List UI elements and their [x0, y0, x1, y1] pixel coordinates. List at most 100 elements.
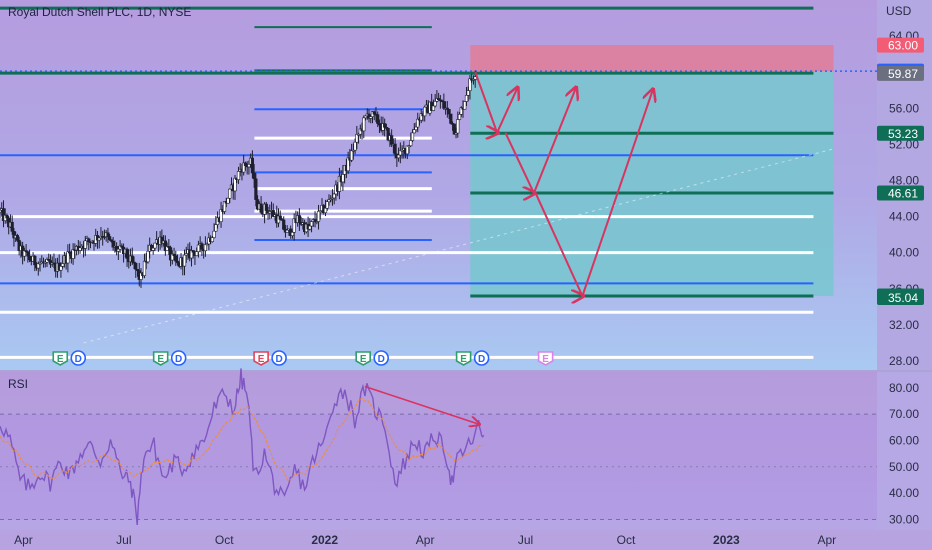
candle-body	[355, 134, 359, 143]
candle-body	[464, 95, 469, 102]
candle-body	[22, 250, 26, 257]
earnings-icon	[152, 351, 169, 366]
earnings-icon	[537, 351, 554, 366]
time-tick-label: Apr	[817, 533, 836, 547]
candle-body	[78, 247, 82, 251]
candle-body	[71, 249, 75, 259]
price-tag: 63.00	[877, 37, 924, 53]
event-label: E	[360, 354, 367, 365]
time-tick-label: 2023	[713, 533, 740, 547]
candle-body	[449, 113, 453, 124]
candle-body	[33, 255, 37, 266]
rsi-tick-label: 80.00	[889, 381, 919, 395]
candle-body	[196, 244, 201, 252]
candle-body	[447, 109, 451, 115]
candle-body	[66, 251, 70, 264]
candle-body	[153, 242, 157, 249]
candle-body	[316, 210, 321, 222]
time-tick-label: Apr	[14, 533, 33, 547]
candle-body	[412, 129, 416, 134]
event-label: D	[378, 354, 385, 365]
rsi-line	[0, 368, 485, 525]
candle-body	[27, 255, 32, 261]
candle-body	[292, 218, 296, 233]
candle-body	[323, 207, 328, 214]
candle-body	[87, 238, 91, 243]
divergence-arrow	[364, 385, 479, 424]
candle-body	[142, 260, 147, 276]
candle	[203, 236, 207, 257]
price-tag-box	[877, 185, 924, 201]
candle-body	[445, 107, 449, 110]
candle-body	[431, 105, 436, 111]
candle-body	[247, 163, 251, 168]
candle	[219, 201, 223, 228]
projection-arrow	[474, 71, 517, 133]
rsi-tick-label: 40.00	[889, 486, 919, 500]
event-marker: D	[70, 350, 87, 366]
candle-body	[236, 171, 241, 180]
candle-body	[372, 111, 376, 115]
event-marker: D	[473, 350, 490, 366]
candle-body	[116, 248, 120, 252]
event-label: D	[75, 354, 82, 365]
event-label: E	[460, 354, 467, 365]
earnings-icon	[52, 351, 69, 366]
price-tag-label: 35.04	[888, 291, 918, 305]
candle	[233, 174, 237, 200]
earnings-icon	[355, 351, 371, 366]
candle-body	[410, 132, 415, 141]
currency-label: USD	[886, 4, 912, 18]
candle-body	[405, 145, 409, 155]
candle	[210, 235, 214, 243]
candle-body	[5, 214, 9, 219]
candle-body	[285, 229, 289, 233]
time-tick-label: Apr	[416, 533, 435, 547]
candle	[66, 244, 70, 273]
event-marker: E	[537, 351, 554, 366]
candle-body	[15, 235, 20, 241]
candle	[431, 99, 436, 112]
candle	[200, 241, 204, 256]
candle	[463, 100, 467, 110]
candle	[212, 223, 216, 239]
candle-body	[309, 221, 314, 227]
candle	[38, 258, 42, 272]
price-tag: 53.23	[877, 125, 924, 141]
rsi-tick-label: 50.00	[889, 460, 919, 474]
candle-body	[130, 255, 134, 263]
candle-body	[332, 193, 336, 199]
dividend-icon	[70, 350, 87, 366]
candle-body	[106, 232, 110, 237]
candle-body	[353, 141, 357, 151]
dividend-icon	[271, 350, 287, 366]
rsi-signal-line	[0, 397, 484, 482]
target-zone	[470, 71, 834, 296]
candle-body	[350, 150, 354, 161]
candle-body	[243, 162, 248, 166]
candle-body	[108, 236, 112, 240]
earnings-icon	[253, 351, 269, 366]
event-label: D	[478, 354, 485, 365]
candle-body	[457, 113, 462, 120]
time-tick-label: 2022	[311, 533, 338, 547]
time-tick-label: Oct	[215, 533, 234, 547]
price-tick-label: 44.00	[889, 210, 919, 224]
candle-body	[468, 78, 472, 91]
candle	[278, 210, 282, 220]
candle	[468, 74, 472, 100]
price-tick-label: 56.00	[889, 101, 919, 115]
candle-body	[393, 143, 397, 155]
candle-body	[254, 178, 258, 200]
rsi-tick-label: 60.00	[889, 433, 919, 447]
candle	[447, 109, 451, 120]
event-marker: E	[52, 351, 69, 366]
candle-body	[264, 203, 268, 211]
candle-body	[97, 237, 101, 241]
candle	[456, 111, 460, 138]
candle-body	[414, 126, 418, 131]
stop-loss-zone	[470, 45, 834, 72]
candle-body	[200, 243, 204, 250]
